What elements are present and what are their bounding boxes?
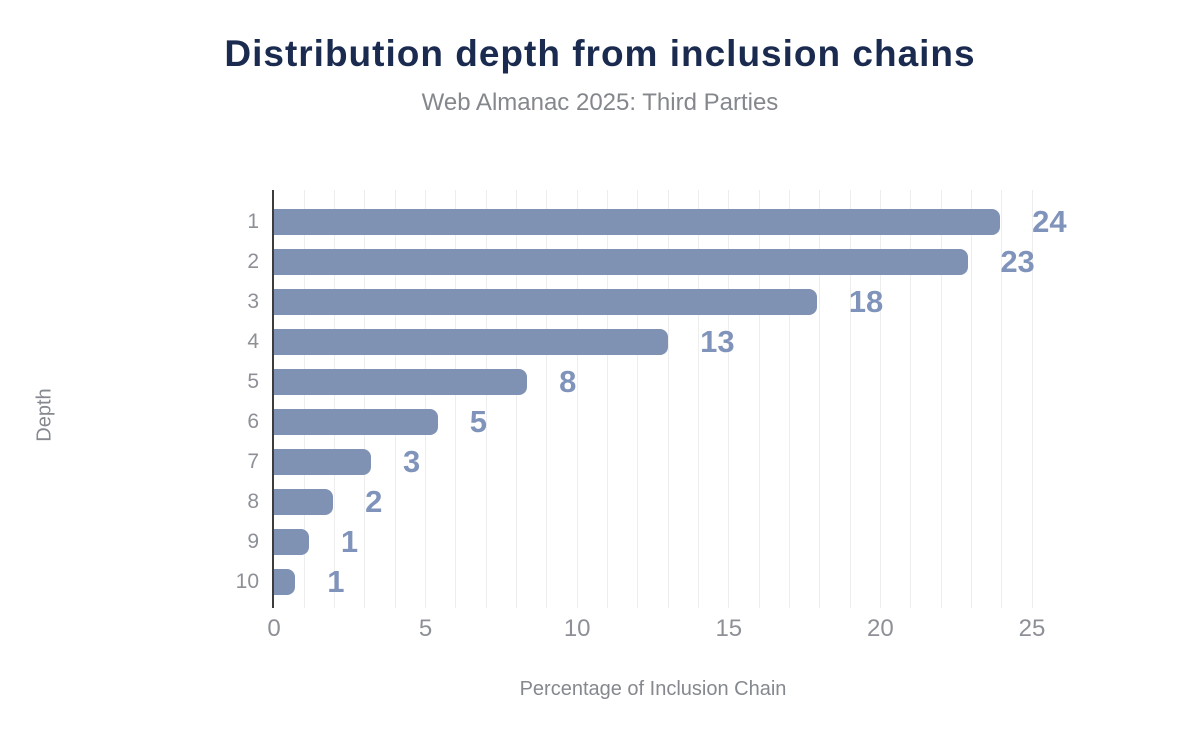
bar-value-label: 13 (700, 324, 735, 359)
gridline (607, 190, 609, 608)
x-tick-label: 5 (418, 615, 433, 642)
gridline (667, 190, 669, 608)
gridline (546, 190, 548, 608)
bar-depth-4 (274, 329, 669, 355)
gridline (455, 190, 457, 608)
bar-value-label: 23 (1000, 244, 1035, 279)
gridline (970, 190, 972, 608)
gridline (788, 190, 790, 608)
bar-depth-6 (274, 409, 438, 435)
gridline (940, 190, 942, 608)
bar-depth-10 (274, 569, 296, 595)
gridline (637, 190, 639, 608)
gridline (303, 190, 305, 608)
x-axis-title: Percentage of Inclusion Chain (519, 678, 787, 700)
x-tick-label: 10 (563, 615, 591, 642)
y-tick-label: 9 (247, 530, 259, 553)
gridline (849, 190, 851, 608)
gridline (576, 190, 578, 608)
gridline (910, 190, 912, 608)
y-tick-label: 8 (247, 490, 259, 513)
gridline (1001, 190, 1003, 608)
gridline (1031, 190, 1033, 608)
bar-depth-1 (274, 209, 1001, 235)
gridline (879, 190, 881, 608)
y-tick-label: 2 (247, 250, 259, 273)
x-tick-label: 20 (867, 615, 894, 642)
bar-value-label: 2 (365, 484, 383, 519)
chart-subtitle: Web Almanac 2025: Third Parties (421, 89, 779, 116)
bar-value-label: 1 (327, 564, 345, 599)
bar-depth-8 (274, 489, 334, 515)
y-tick-label: 3 (247, 290, 259, 313)
gridline (394, 190, 396, 608)
y-tick-label: 4 (247, 330, 259, 353)
bar-depth-3 (274, 289, 817, 315)
gridline (485, 190, 487, 608)
bar-value-label: 18 (848, 284, 884, 319)
gridline (425, 190, 427, 608)
gridline (758, 190, 760, 608)
bar-value-label: 5 (469, 404, 487, 439)
y-tick-label: 7 (247, 450, 259, 473)
y-tick-label: 6 (247, 410, 259, 433)
y-tick-label: 10 (235, 570, 259, 593)
bar-value-label: 1 (340, 524, 359, 559)
y-axis-line (272, 190, 274, 608)
bar-depth-7 (274, 449, 372, 475)
bar-value-label: 8 (559, 364, 577, 399)
y-axis-title: Depth (33, 388, 56, 442)
chart-title: Distribution depth from inclusion chains (224, 33, 976, 74)
bar-value-label: 24 (1032, 204, 1067, 239)
x-tick-label: 25 (1018, 615, 1046, 642)
bar-depth-9 (274, 529, 309, 555)
y-tick-label: 1 (247, 210, 259, 233)
gridline (516, 190, 518, 608)
gridline (334, 190, 336, 608)
plot-area: 24 1 23 2 18 3 13 4 8 5 5 6 3 7 2 8 1 9 1 10 0 5 10 15 20 25 (236, 190, 1067, 642)
bar-value-label: 3 (403, 444, 421, 479)
gridline (364, 190, 366, 608)
bar-depth-2 (274, 249, 969, 275)
y-tick-label: 5 (247, 370, 259, 393)
x-tick-label: 15 (715, 615, 743, 642)
x-tick-label: 0 (267, 615, 281, 642)
bar-depth-5 (274, 369, 528, 395)
gridline (697, 190, 699, 608)
gridline (728, 190, 730, 608)
gridline (819, 190, 821, 608)
